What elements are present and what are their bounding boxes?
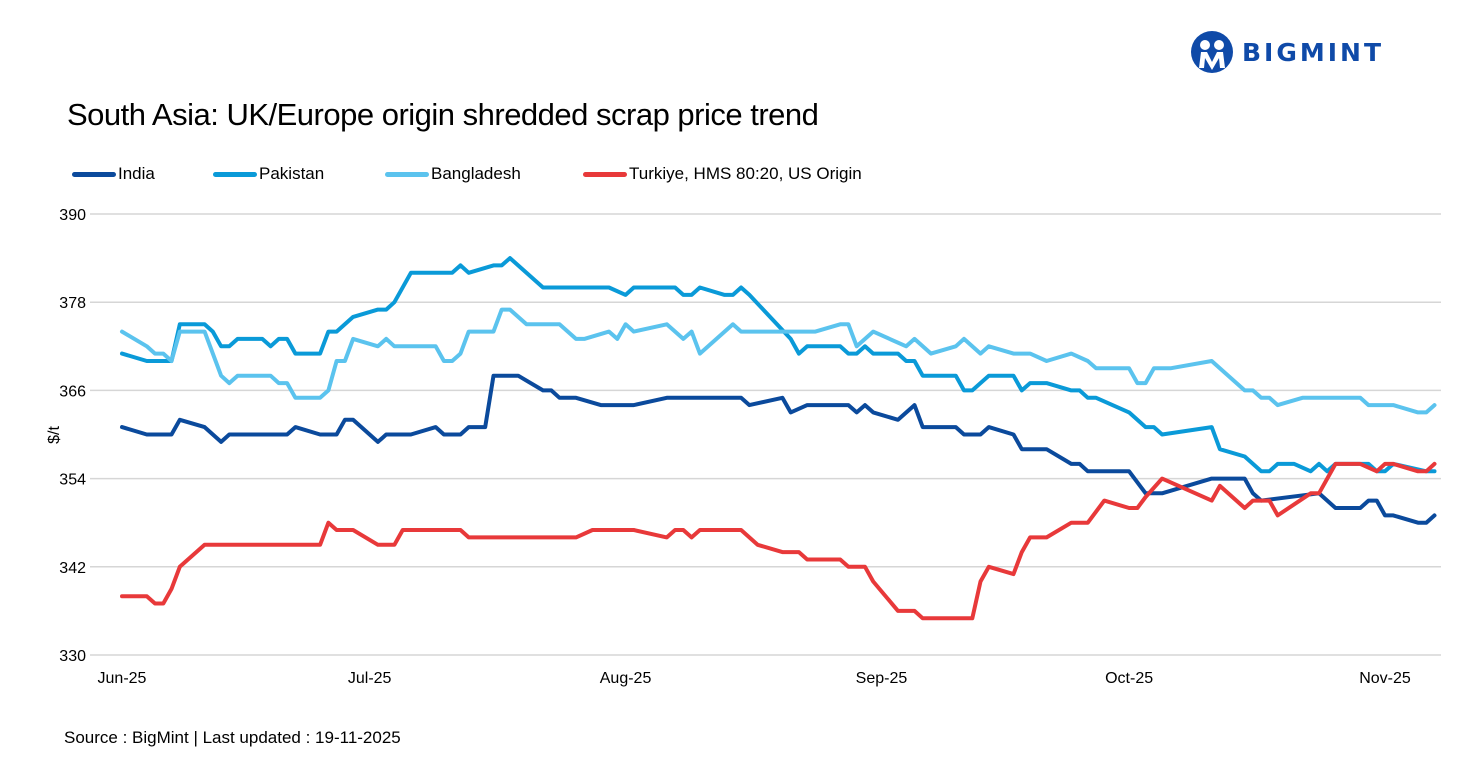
source-note: Source : BigMint | Last updated : 19-11-…: [64, 728, 401, 747]
series-line-pakistan: [120, 256, 1437, 474]
legend-label: Pakistan: [259, 164, 325, 183]
y-tick-label: 366: [59, 383, 86, 400]
y-axis-label: $/t: [46, 426, 63, 444]
legend-item-pakistan: Pakistan: [213, 164, 324, 184]
x-tick-label: Sep-25: [856, 670, 908, 687]
legend-swatch: [583, 171, 627, 177]
y-tick-label: 354: [59, 472, 86, 489]
legend-swatch: [72, 171, 116, 177]
legend-label: Turkiye, HMS 80:20, US Origin: [629, 164, 862, 183]
y-tick-label: 390: [59, 207, 86, 224]
legend-item-bangladesh: Bangladesh: [385, 164, 521, 184]
chart-title: South Asia: UK/Europe origin shredded sc…: [67, 97, 819, 132]
series-line-turkiye: [120, 461, 1437, 621]
series-line-india: [120, 373, 1437, 525]
legend-item-india: India: [72, 164, 155, 184]
legend-swatch: [213, 171, 257, 177]
y-tick-label: 330: [59, 648, 86, 665]
x-tick-label: Aug-25: [600, 670, 652, 687]
logo-text: BIGMINT: [1242, 37, 1385, 67]
x-tick-label: Jul-25: [348, 670, 392, 687]
x-tick-label: Nov-25: [1359, 670, 1411, 687]
y-tick-label: 378: [59, 295, 86, 312]
bigmint-logo-icon: [1191, 31, 1233, 73]
x-tick-label: Jun-25: [98, 670, 147, 687]
bigmint-logo: BIGMINT: [1190, 30, 1384, 74]
y-tick-label: 342: [59, 560, 86, 577]
series-line-bangladesh: [120, 307, 1437, 415]
legend-label: India: [118, 164, 155, 183]
legend-label: Bangladesh: [431, 164, 521, 183]
legend-item-turkiye: Turkiye, HMS 80:20, US Origin: [583, 164, 862, 184]
legend-swatch: [385, 171, 429, 177]
x-tick-label: Oct-25: [1105, 670, 1153, 687]
